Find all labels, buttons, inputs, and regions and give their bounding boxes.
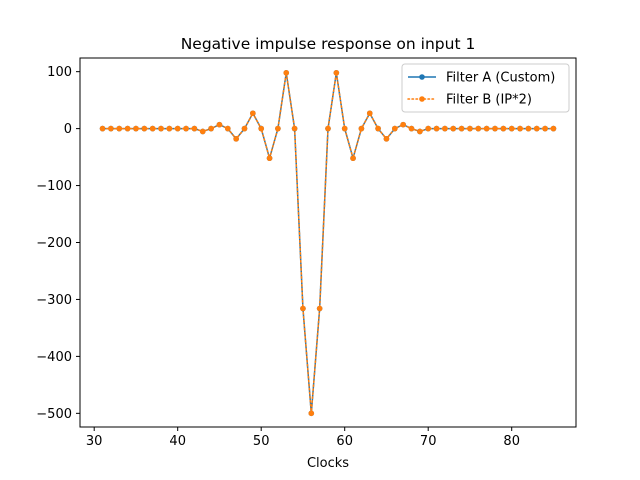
data-point (149, 125, 156, 132)
data-point (483, 125, 490, 132)
data-point (124, 125, 131, 132)
data-point (408, 125, 415, 132)
x-tick-label: 70 (420, 434, 437, 449)
y-tick-label: 0 (64, 122, 72, 137)
data-point (533, 125, 540, 132)
data-point (258, 125, 265, 132)
data-point (174, 125, 181, 132)
data-point (99, 125, 106, 132)
data-point (442, 125, 448, 132)
data-point (325, 125, 331, 132)
x-axis-label: Clocks (307, 456, 349, 471)
data-point (517, 125, 523, 132)
data-point (467, 125, 473, 132)
legend-box (401, 63, 570, 113)
data-point (191, 125, 198, 132)
data-point (208, 125, 214, 132)
data-point (183, 125, 189, 132)
x-tick-label: 40 (169, 434, 186, 449)
legend-label: Filter B (IP*2) (446, 93, 532, 108)
data-point (199, 128, 206, 135)
y-tick-label: −500 (36, 407, 72, 422)
data-point (417, 128, 423, 135)
data-point (241, 125, 248, 132)
data-point (492, 125, 498, 132)
data-point (266, 155, 273, 162)
y-tick-label: 100 (47, 65, 72, 80)
data-point (216, 121, 223, 128)
data-point (433, 125, 440, 132)
data-point (300, 305, 306, 312)
data-point (358, 125, 365, 132)
x-tick-label: 30 (86, 434, 103, 449)
data-point (400, 121, 406, 128)
data-point (508, 125, 515, 132)
legend-swatch-marker (419, 96, 425, 102)
series-layer (99, 70, 557, 417)
legend: Filter A (Custom) Filter B (IP*2) (401, 63, 570, 113)
data-point (341, 125, 348, 132)
data-point (550, 125, 557, 132)
data-point (141, 125, 148, 132)
data-point (225, 125, 231, 132)
x-tick-label: 50 (253, 434, 270, 449)
data-point (350, 155, 356, 162)
data-point (250, 110, 256, 117)
x-tick-label: 80 (503, 434, 520, 449)
data-point (275, 125, 281, 132)
data-point (458, 125, 465, 132)
data-point (116, 125, 123, 132)
legend-label: Filter A (Custom) (446, 71, 555, 86)
chart-title: Negative impulse response on input 1 (181, 35, 476, 53)
data-point (291, 125, 298, 132)
y-tick-label: −400 (36, 350, 72, 365)
data-point (166, 125, 173, 132)
data-point (233, 136, 239, 142)
data-point (500, 125, 507, 132)
x-tick-label: 60 (336, 434, 353, 449)
data-point (316, 305, 323, 312)
data-point (158, 125, 164, 132)
y-tick-label: −200 (36, 236, 72, 251)
data-point (283, 70, 290, 76)
data-point (383, 136, 390, 142)
data-point (108, 125, 114, 132)
data-point (525, 125, 532, 132)
data-point (308, 410, 315, 417)
data-point (133, 125, 139, 132)
data-point (392, 125, 398, 132)
data-point (366, 110, 373, 117)
data-point (450, 125, 457, 132)
y-tick-label: −100 (36, 179, 72, 194)
axes-layer: 30 40 50 60 70 80 100 0 −100 −200 −300 −400 −500 (36, 57, 577, 449)
data-point (425, 125, 432, 132)
data-point (475, 125, 482, 132)
legend-swatch-marker (419, 74, 425, 80)
y-tick-label: −300 (36, 293, 72, 308)
data-point (542, 125, 548, 132)
data-point (333, 70, 340, 76)
data-point (375, 125, 381, 132)
